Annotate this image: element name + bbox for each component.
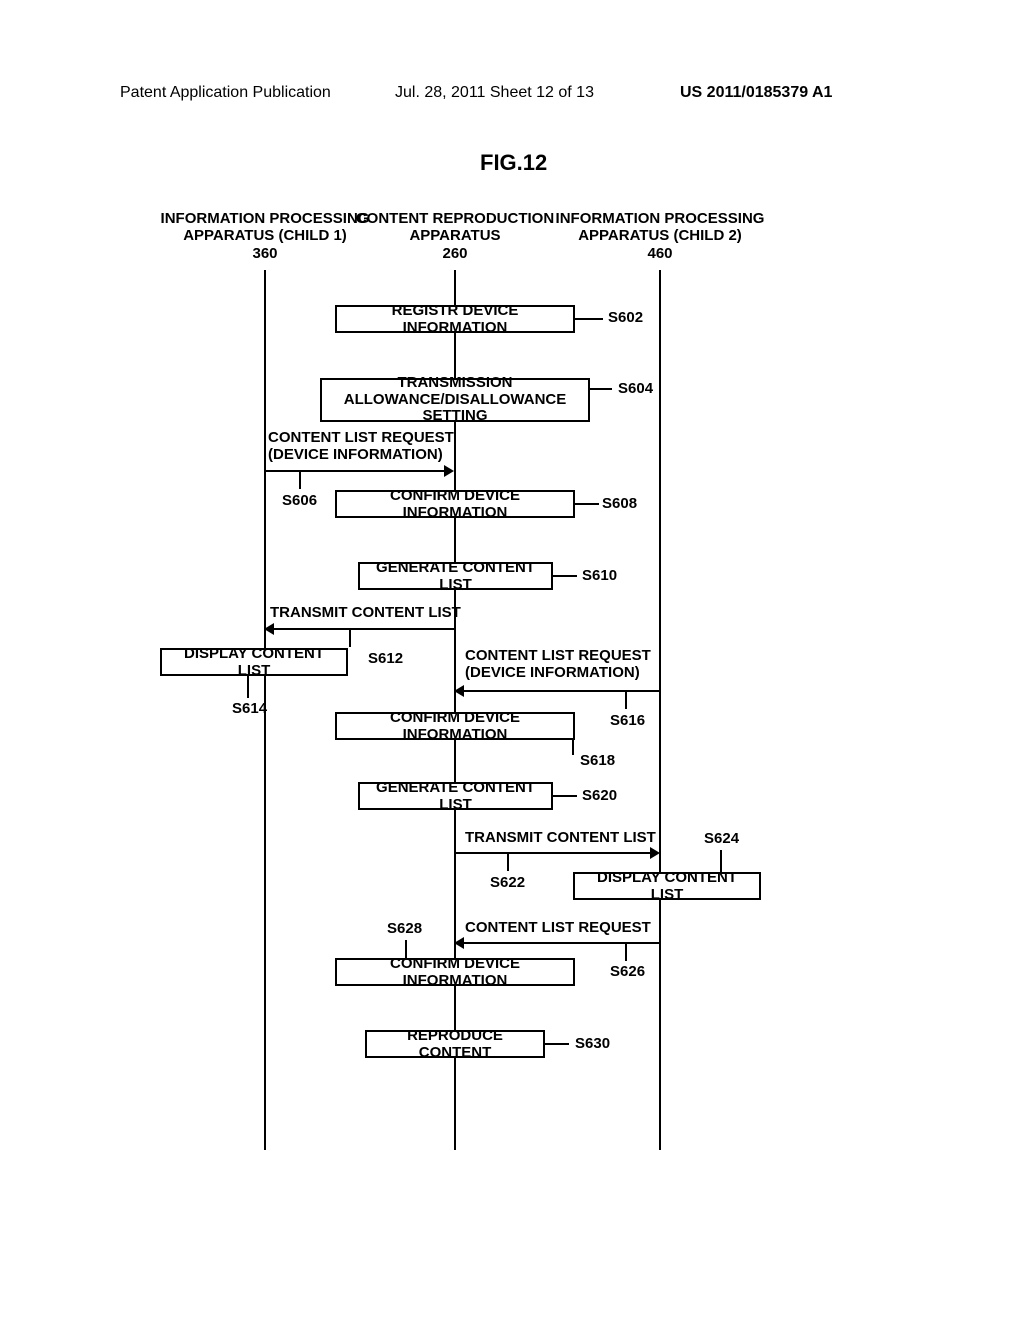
label-s606: S606 xyxy=(282,492,317,509)
box-text: CONFIRM DEVICE INFORMATION xyxy=(343,709,567,743)
label-s628: S628 xyxy=(387,920,422,937)
leader-s610 xyxy=(553,575,577,577)
msg-s606: CONTENT LIST REQUEST (DEVICE INFORMATION… xyxy=(268,430,454,463)
figure-title: FIG.12 xyxy=(480,150,547,176)
box-text: GENERATE CONTENT LIST xyxy=(366,559,545,593)
box-s624: DISPLAY CONTENT LIST xyxy=(573,872,761,900)
leader-s608 xyxy=(575,503,599,505)
arrowhead-s626 xyxy=(454,937,464,949)
box-s630: REPRODUCE CONTENT xyxy=(365,1030,545,1058)
arrowhead-s606 xyxy=(444,465,454,477)
box-s602: REGISTR DEVICE INFORMATION xyxy=(335,305,575,333)
header-right: US 2011/0185379 A1 xyxy=(680,84,832,102)
label-s610: S610 xyxy=(582,567,617,584)
label-s612: S612 xyxy=(368,650,403,667)
label-s630: S630 xyxy=(575,1035,610,1052)
arrowhead-s622 xyxy=(650,847,660,859)
box-s610: GENERATE CONTENT LIST xyxy=(358,562,553,590)
msg-s626: CONTENT LIST REQUEST xyxy=(465,920,651,937)
msg-s622: TRANSMIT CONTENT LIST xyxy=(465,830,656,847)
box-s618: CONFIRM DEVICE INFORMATION xyxy=(335,712,575,740)
arrowhead-s616 xyxy=(454,685,464,697)
leader-s616 xyxy=(625,691,627,709)
box-text: CONFIRM DEVICE INFORMATION xyxy=(343,955,567,989)
lane-title-child1: INFORMATION PROCESSING APPARATUS (CHILD … xyxy=(150,210,380,262)
leader-s620 xyxy=(553,795,577,797)
leader-s606 xyxy=(299,471,301,489)
box-text: CONFIRM DEVICE INFORMATION xyxy=(343,487,567,521)
leader-s604 xyxy=(590,388,612,390)
arrow-s622 xyxy=(456,852,651,854)
leader-s630 xyxy=(545,1043,569,1045)
box-text: GENERATE CONTENT LIST xyxy=(366,779,545,813)
arrowhead-s612 xyxy=(264,623,274,635)
arrow-s616 xyxy=(464,690,659,692)
label-s624: S624 xyxy=(704,830,739,847)
label-s604: S604 xyxy=(618,380,653,397)
box-s608: CONFIRM DEVICE INFORMATION xyxy=(335,490,575,518)
lifeline-child2 xyxy=(659,270,661,1150)
header-center: Jul. 28, 2011 Sheet 12 of 13 xyxy=(395,84,594,102)
box-text: DISPLAY CONTENT LIST xyxy=(581,869,753,903)
lane-title-child2: INFORMATION PROCESSING APPARATUS (CHILD … xyxy=(550,210,770,262)
label-s626: S626 xyxy=(610,963,645,980)
label-s618: S618 xyxy=(580,752,615,769)
leader-s622 xyxy=(507,853,509,871)
arrow-s606 xyxy=(266,470,446,472)
leader-s624 xyxy=(720,850,722,872)
label-s614: S614 xyxy=(232,700,267,717)
label-s616: S616 xyxy=(610,712,645,729)
leader-s602 xyxy=(575,318,603,320)
lane-title-center: CONTENT REPRODUCTION APPARATUS 260 xyxy=(355,210,555,262)
label-s622: S622 xyxy=(490,874,525,891)
arrow-s612 xyxy=(274,628,454,630)
box-s604: TRANSMISSION ALLOWANCE/DISALLOWANCE SETT… xyxy=(320,378,590,422)
box-s620: GENERATE CONTENT LIST xyxy=(358,782,553,810)
box-text: TRANSMISSION ALLOWANCE/DISALLOWANCE SETT… xyxy=(328,375,582,425)
msg-s616: CONTENT LIST REQUEST (DEVICE INFORMATION… xyxy=(465,648,660,681)
box-s628: CONFIRM DEVICE INFORMATION xyxy=(335,958,575,986)
page: Patent Application Publication Jul. 28, … xyxy=(0,0,1024,1320)
leader-s626 xyxy=(625,943,627,961)
label-s608: S608 xyxy=(602,495,637,512)
box-text: REGISTR DEVICE INFORMATION xyxy=(343,302,567,336)
leader-s612 xyxy=(349,629,351,647)
leader-s618 xyxy=(572,739,574,755)
arrow-s626 xyxy=(464,942,659,944)
msg-s612: TRANSMIT CONTENT LIST xyxy=(270,605,461,622)
box-s614: DISPLAY CONTENT LIST xyxy=(160,648,348,676)
box-text: DISPLAY CONTENT LIST xyxy=(168,645,340,679)
box-text: REPRODUCE CONTENT xyxy=(373,1027,537,1061)
leader-s614 xyxy=(247,676,249,698)
label-s620: S620 xyxy=(582,787,617,804)
header-left: Patent Application Publication xyxy=(120,84,331,102)
leader-s628 xyxy=(405,940,407,958)
label-s602: S602 xyxy=(608,309,643,326)
